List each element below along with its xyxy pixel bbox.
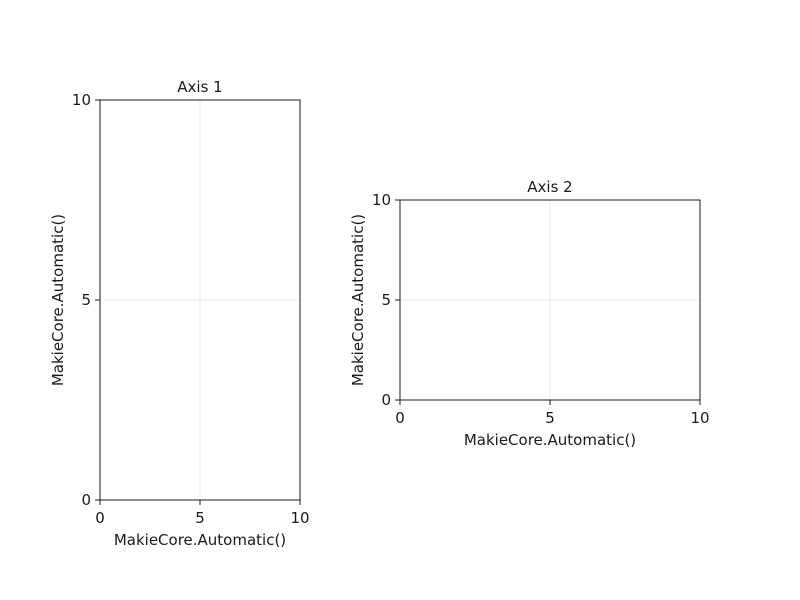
x-tick-label: 5	[545, 409, 555, 427]
axis-1: 0 5 10 0 5 10 Axis 1 MakieCore.Automatic() Makie…	[49, 78, 310, 549]
x-tick-label: 10	[290, 509, 309, 527]
x-axis-label: MakieCore.Automatic()	[114, 531, 286, 549]
axis-2: 0 5 10 0 5 10 Axis 2 MakieCore.Automatic() Makie…	[349, 178, 710, 449]
y-tick-label: 5	[81, 291, 91, 309]
axis-title: Axis 2	[527, 178, 572, 196]
y-tick-label: 10	[372, 191, 391, 209]
y-tick-label: 0	[81, 491, 91, 509]
y-tick-label: 0	[381, 391, 391, 409]
x-axis-label: MakieCore.Automatic()	[464, 431, 636, 449]
y-axis-label: MakieCore.Automatic()	[349, 214, 367, 386]
axis-title: Axis 1	[177, 78, 222, 96]
x-tick-label: 0	[395, 409, 405, 427]
x-tick-label: 0	[95, 509, 105, 527]
y-tick-label: 10	[72, 91, 91, 109]
x-tick-label: 5	[195, 509, 205, 527]
y-tick-label: 5	[381, 291, 391, 309]
x-tick-label: 10	[690, 409, 709, 427]
y-axis-label: MakieCore.Automatic()	[49, 214, 67, 386]
